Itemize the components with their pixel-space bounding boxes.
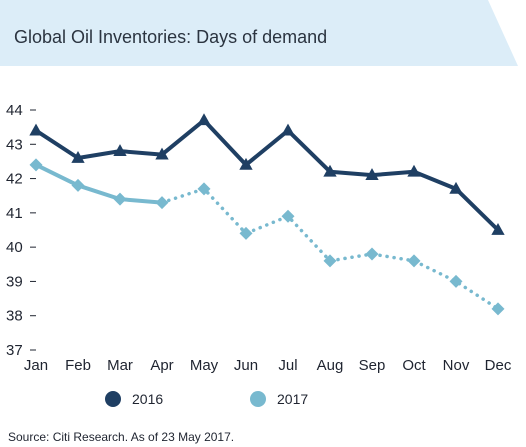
data-point xyxy=(449,181,463,194)
x-tick-label: Jan xyxy=(24,357,48,374)
x-tick-label: Aug xyxy=(317,357,344,374)
x-tick-label: Dec xyxy=(485,357,512,374)
legend-marker-2017 xyxy=(250,391,266,407)
x-tick-label: Nov xyxy=(443,357,470,374)
data-point xyxy=(71,178,85,192)
legend: 2016 2017 xyxy=(105,391,308,407)
data-point xyxy=(71,151,85,163)
y-tick-label: 37 xyxy=(6,342,23,359)
y-tick-label: 43 xyxy=(6,136,23,153)
data-point xyxy=(449,274,463,288)
series-line xyxy=(34,118,500,232)
data-point xyxy=(491,302,505,316)
data-point xyxy=(407,164,421,177)
y-tick-label: 42 xyxy=(6,171,23,188)
data-point xyxy=(407,254,421,268)
legend-marker-2016 xyxy=(105,391,121,407)
data-point xyxy=(365,168,379,181)
series-line-actual xyxy=(35,163,163,205)
x-tick-label: Feb xyxy=(65,357,91,374)
x-tick-label: Mar xyxy=(107,357,133,374)
series-2016 xyxy=(29,113,505,235)
data-point xyxy=(155,196,169,210)
data-point xyxy=(29,158,43,172)
x-tick-label: Apr xyxy=(150,357,173,374)
data-point xyxy=(113,192,127,206)
legend-label-2016: 2016 xyxy=(132,391,163,407)
y-axis: 37 38 39 40 41 42 43 44 xyxy=(6,102,36,359)
x-tick-label: May xyxy=(190,357,219,374)
chart-title: Global Oil Inventories: Days of demand xyxy=(14,27,327,47)
y-tick-label: 38 xyxy=(6,308,23,325)
data-point xyxy=(281,209,295,223)
y-tick-label: 39 xyxy=(6,273,23,290)
y-tick-label: 40 xyxy=(6,239,23,256)
x-tick-label: Oct xyxy=(402,357,426,374)
data-point xyxy=(365,247,379,261)
legend-label-2017: 2017 xyxy=(277,391,308,407)
y-tick-label: 41 xyxy=(6,205,23,222)
x-tick-label: Jun xyxy=(234,357,258,374)
plot-area xyxy=(29,113,505,316)
source-note: Source: Citi Research. As of 23 May 2017… xyxy=(8,430,234,444)
data-point xyxy=(281,123,295,136)
data-point xyxy=(29,123,43,136)
data-point xyxy=(155,147,169,160)
series-line-projected xyxy=(160,186,500,311)
data-point xyxy=(323,254,337,268)
x-tick-label: Sep xyxy=(359,357,386,374)
x-axis: Jan Feb Mar Apr May Jun Jul Aug Sep Oct Nov Dec xyxy=(24,357,512,374)
data-point xyxy=(239,226,253,240)
data-point xyxy=(113,144,127,157)
data-point xyxy=(323,164,337,177)
y-tick-label: 44 xyxy=(6,102,23,119)
x-tick-label: Jul xyxy=(278,357,297,374)
title-banner xyxy=(0,0,518,66)
data-point xyxy=(197,113,211,126)
data-point xyxy=(491,223,505,235)
data-point xyxy=(197,182,211,196)
series-2017 xyxy=(29,158,505,316)
data-point xyxy=(239,157,253,170)
